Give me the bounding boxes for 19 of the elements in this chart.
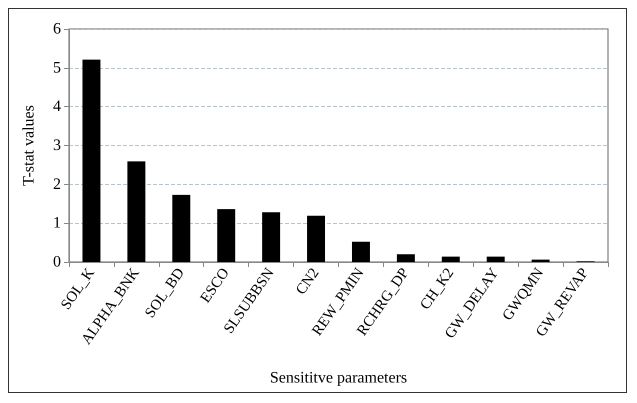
bar	[307, 216, 326, 262]
bar	[262, 212, 280, 262]
y-tick-label: 3	[53, 137, 61, 154]
y-tick-label: 2	[53, 176, 61, 193]
bar	[396, 254, 415, 262]
y-tick-label: 5	[53, 59, 61, 76]
bar	[127, 161, 146, 262]
bar	[442, 256, 460, 262]
y-axis-title: T-stat values	[20, 105, 38, 186]
y-tick-label: 6	[53, 20, 61, 38]
bar	[352, 242, 370, 262]
y-tick-label: 1	[53, 214, 61, 232]
bar	[172, 194, 190, 262]
y-tick-label: 4	[53, 98, 61, 116]
y-tick-label: 0	[53, 254, 61, 270]
x-axis-title: Sensititve parameters	[270, 370, 408, 386]
bar	[82, 60, 100, 262]
bar	[486, 256, 505, 262]
bar	[217, 209, 236, 262]
